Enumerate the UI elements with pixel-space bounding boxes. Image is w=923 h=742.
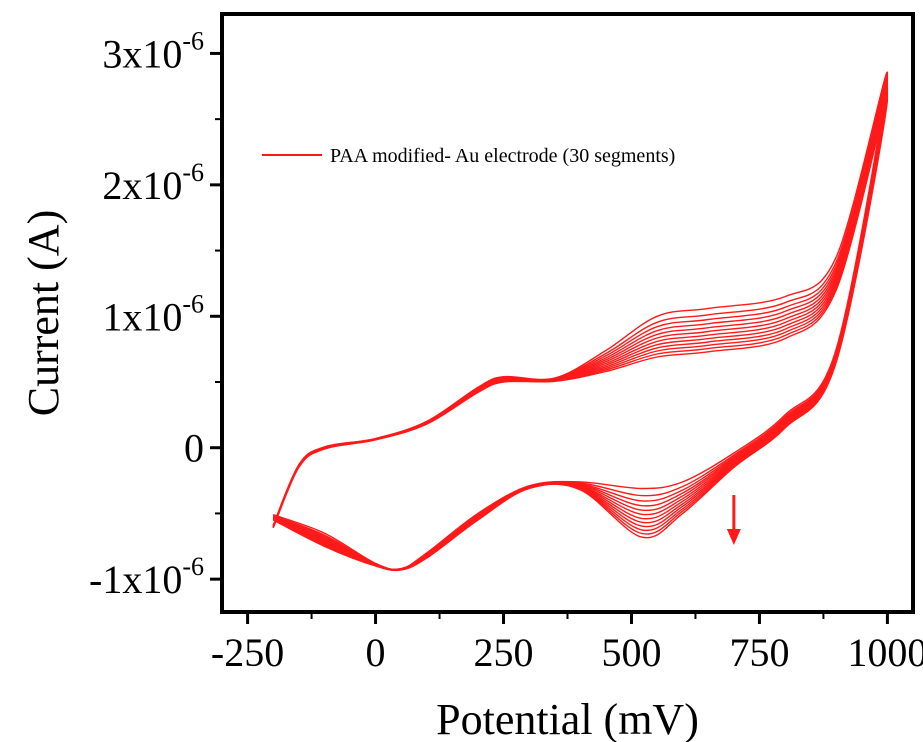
y-tick-label: 2x10-6 bbox=[102, 158, 204, 208]
x-tick-label: 0 bbox=[366, 630, 386, 675]
y-tick-label: 1x10-6 bbox=[102, 289, 204, 339]
cv-traces bbox=[272, 71, 889, 572]
legend-label: PAA modified- Au electrode (30 segments) bbox=[330, 145, 675, 167]
x-tick-label: 1000 bbox=[847, 630, 923, 675]
x-tick-label: 250 bbox=[474, 630, 534, 675]
y-axis-title: Current (A) bbox=[19, 210, 68, 417]
x-axis-title: Potential (mV) bbox=[436, 695, 699, 742]
y-tick-label: 0 bbox=[184, 426, 204, 471]
decrease-arrow-icon bbox=[726, 495, 741, 545]
y-axis: -1x10-6 0 1x10-6 2x10-6 3x10-6 bbox=[89, 26, 222, 602]
y-tick-label: -1x10-6 bbox=[89, 552, 204, 602]
x-tick-label: 500 bbox=[601, 630, 661, 675]
arrow-head bbox=[726, 528, 741, 545]
y-tick-label: 3x10-6 bbox=[102, 26, 204, 76]
cv-cycle-line bbox=[272, 98, 889, 572]
x-tick-label: -250 bbox=[211, 630, 284, 675]
legend: PAA modified- Au electrode (30 segments) bbox=[262, 145, 675, 167]
x-tick-label: 750 bbox=[729, 630, 789, 675]
x-axis: -250 0 250 500 750 1000 bbox=[211, 612, 923, 675]
